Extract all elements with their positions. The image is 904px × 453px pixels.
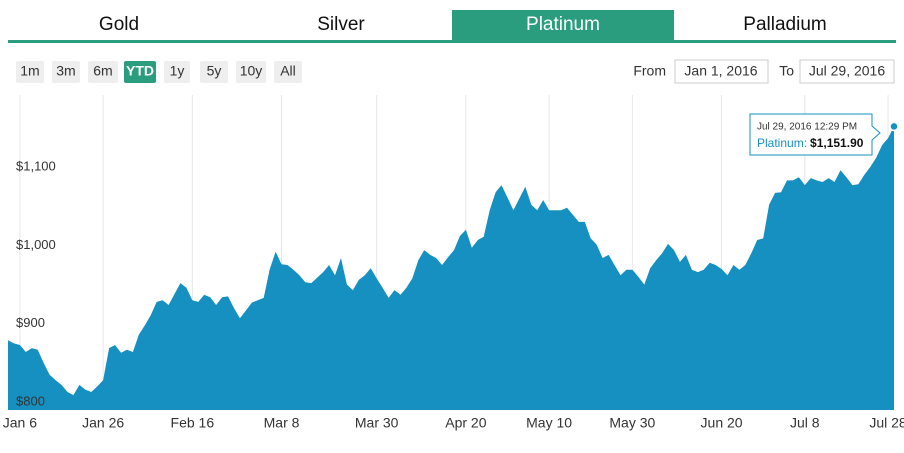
tooltip-value: $1,151.90 [810, 136, 864, 150]
range-label[interactable]: 3m [56, 63, 75, 79]
to-input[interactable] [799, 59, 895, 84]
x-tick-label: Mar 8 [264, 415, 300, 431]
from-input[interactable] [674, 59, 769, 84]
to-label: To [779, 63, 794, 79]
area [8, 126, 894, 411]
range-button[interactable] [236, 61, 266, 83]
range-button[interactable] [200, 61, 228, 83]
range-label[interactable]: 6m [93, 63, 112, 79]
y-tick-label: $900 [16, 315, 45, 330]
range-label[interactable]: 1m [20, 63, 39, 79]
y-tick-label: $1,000 [16, 237, 56, 252]
tooltip-body: Platinum: $1,151.90 [757, 136, 864, 150]
range-button[interactable] [164, 61, 190, 83]
from-value[interactable]: Jan 1, 2016 [684, 63, 757, 79]
tab[interactable]: Silver [317, 14, 365, 35]
range-button[interactable] [52, 61, 80, 83]
tab-active-bg [452, 10, 674, 40]
y-tick-label: $800 [16, 394, 45, 409]
range-label[interactable]: 1y [170, 63, 185, 79]
range-button[interactable] [124, 61, 156, 83]
tooltip-series: Platinum: [757, 136, 807, 150]
tooltip-date: Jul 29, 2016 12:29 PM [757, 122, 857, 133]
range-button[interactable] [274, 61, 302, 83]
to-value[interactable]: Jul 29, 2016 [809, 63, 885, 79]
tooltip [749, 113, 881, 156]
x-tick-label: Apr 20 [445, 415, 486, 431]
tab[interactable]: Platinum [526, 14, 600, 35]
from-label: From [633, 63, 666, 79]
range-label[interactable]: All [280, 63, 296, 79]
x-tick-label: Mar 30 [355, 415, 399, 431]
x-tick-label: May 30 [609, 415, 655, 431]
range-label[interactable]: 10y [240, 63, 263, 79]
y-tick-label: $1,100 [16, 159, 56, 174]
x-tick-label: Jun 20 [701, 415, 743, 431]
x-tick-label: Jul 8 [790, 415, 820, 431]
x-tick-label: Jan 26 [82, 415, 124, 431]
range-label[interactable]: YTD [126, 63, 154, 79]
tab-underline [8, 40, 896, 43]
x-tick-label: May 10 [526, 415, 572, 431]
range-button[interactable] [88, 61, 118, 83]
range-button[interactable] [16, 61, 44, 83]
x-tick-label: Feb 16 [171, 415, 215, 431]
hover-point [889, 121, 899, 132]
tab[interactable]: Gold [99, 14, 139, 35]
x-tick-label: Jul 28 [869, 415, 904, 431]
x-tick-label: Jan 6 [3, 415, 37, 431]
range-label[interactable]: 5y [207, 63, 222, 79]
tab[interactable]: Palladium [743, 14, 826, 35]
